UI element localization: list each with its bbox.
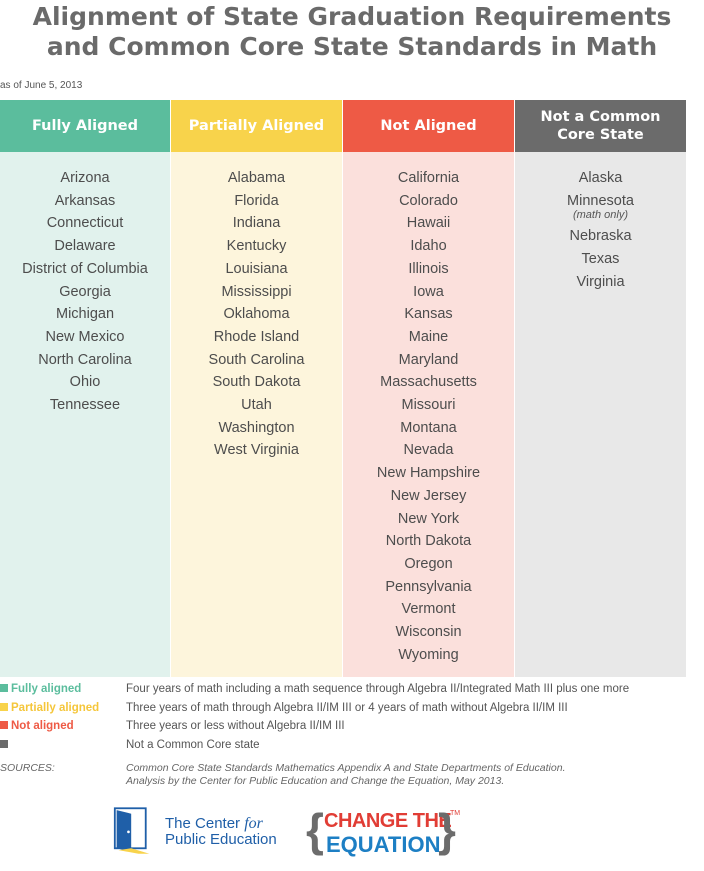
column-fully-aligned: Fully Aligned Arizona Arkansas Connecticut… bbox=[0, 100, 170, 677]
state-item: Missouri bbox=[401, 397, 456, 414]
legend-swatch bbox=[0, 684, 8, 692]
legend-swatch bbox=[0, 721, 8, 729]
state-item: Maine bbox=[408, 328, 449, 345]
state-item: Oregon bbox=[404, 555, 453, 572]
state-note: (math only) bbox=[572, 209, 629, 222]
state-item: Kansas bbox=[404, 306, 453, 323]
state-item: North Carolina bbox=[38, 351, 132, 368]
state-item: Vermont bbox=[401, 601, 456, 618]
state-list: Alabama Florida Indiana Kentucky Louisiana Mi… bbox=[171, 152, 342, 677]
legend-description: Four years of math including a math sequ… bbox=[126, 683, 630, 695]
state-item: Georgia bbox=[59, 283, 111, 300]
as-of-date: as of June 5, 2013 bbox=[0, 80, 83, 91]
state-item: Rhode Island bbox=[213, 328, 300, 345]
state-item: Delaware bbox=[54, 238, 116, 255]
state-item: Hawaii bbox=[406, 215, 451, 232]
column-not-aligned: Not Aligned California Colorado Hawaii Idah… bbox=[343, 100, 514, 677]
state-item: Arkansas bbox=[54, 192, 116, 209]
state-item: District of Columbia bbox=[22, 260, 148, 277]
state-item: Utah bbox=[241, 397, 272, 414]
state-item: Florida bbox=[234, 192, 279, 209]
state-item: Washington bbox=[218, 419, 295, 436]
column-heading: Fully Aligned bbox=[0, 100, 170, 152]
state-item: Idaho bbox=[410, 238, 447, 255]
state-list: Alaska Minnesota (math only) Nebraska Texas V… bbox=[515, 152, 686, 677]
state-item: Wisconsin bbox=[395, 624, 462, 641]
state-item: Colorado bbox=[399, 192, 458, 209]
title-line-2: and Common Core State Standards in Math bbox=[46, 32, 658, 61]
column-heading: Not a Common Core State bbox=[515, 100, 686, 152]
state-item: Nebraska bbox=[569, 228, 632, 245]
state-item: Montana bbox=[400, 419, 457, 436]
state-item: Michigan bbox=[55, 306, 115, 323]
left-brace-icon: { bbox=[306, 804, 324, 856]
state-item: Wyoming bbox=[398, 646, 459, 663]
state-item: Virginia bbox=[576, 273, 625, 290]
legend-description: Three years or less without Algebra II/I… bbox=[126, 720, 345, 732]
state-item: Pennsylvania bbox=[385, 578, 472, 595]
title-line-1: Alignment of State Graduation Requiremen… bbox=[32, 2, 672, 31]
state-item: Iowa bbox=[413, 283, 444, 300]
state-item: New Hampshire bbox=[376, 465, 481, 482]
state-item: South Dakota bbox=[212, 374, 301, 391]
state-item: Maryland bbox=[398, 351, 459, 368]
state-item: Massachusetts bbox=[380, 374, 477, 391]
state-item: Tennessee bbox=[49, 397, 121, 414]
column-heading: Partially Aligned bbox=[171, 100, 342, 152]
legend-swatch bbox=[0, 703, 8, 711]
state-item: New Jersey bbox=[390, 487, 467, 504]
column-not-common-core: Not a Common Core State Alaska Minnesota (m… bbox=[515, 100, 686, 677]
state-item: Connecticut bbox=[46, 215, 124, 232]
right-brace-icon: } bbox=[438, 804, 456, 856]
state-item: Louisiana bbox=[225, 260, 288, 277]
sources-text: Common Core State Standards Mathematics … bbox=[126, 762, 566, 787]
state-item: Nevada bbox=[403, 442, 454, 459]
state-item: Ohio bbox=[69, 374, 101, 391]
state-item: North Dakota bbox=[385, 533, 472, 550]
state-list: California Colorado Hawaii Idaho Illinois Iow… bbox=[343, 152, 514, 677]
state-item: South Carolina bbox=[208, 351, 305, 368]
cpe-logo-text: The Center for Public Education bbox=[165, 815, 277, 848]
state-item: Minnesota bbox=[567, 192, 634, 209]
state-list: Arizona Arkansas Connecticut Delaware Distri… bbox=[0, 152, 170, 677]
state-item: Arizona bbox=[60, 170, 110, 186]
state-item: New York bbox=[397, 510, 460, 527]
state-item: Alabama bbox=[227, 170, 286, 186]
legend-swatch bbox=[0, 740, 8, 748]
state-item: Mississippi bbox=[221, 283, 292, 300]
page-title: Alignment of State Graduation Requiremen… bbox=[0, 2, 704, 62]
door-icon bbox=[113, 807, 150, 854]
state-item: California bbox=[397, 170, 460, 186]
change-the-equation-logo: { CHANGE THE EQUATION } TM bbox=[306, 804, 461, 857]
state-item: Kentucky bbox=[226, 238, 287, 255]
column-partially-aligned: Partially Aligned Alabama Florida Indiana K… bbox=[171, 100, 342, 677]
state-item: New Mexico bbox=[45, 328, 125, 345]
legend-description: Not a Common Core state bbox=[126, 739, 260, 751]
state-item: Illinois bbox=[408, 260, 449, 277]
state-item: Oklahoma bbox=[223, 306, 290, 323]
sources-label: SOURCES: bbox=[0, 762, 55, 774]
state-item: West Virginia bbox=[214, 442, 299, 459]
legend-description: Three years of math through Algebra II/I… bbox=[126, 702, 568, 714]
column-heading: Not Aligned bbox=[343, 100, 514, 152]
legend: Fully aligned Four years of math includi… bbox=[0, 683, 704, 763]
state-item: Alaska bbox=[578, 170, 623, 186]
center-for-public-education-logo: The Center for Public Education bbox=[113, 806, 293, 862]
state-item: Indiana bbox=[232, 215, 281, 232]
state-item: Texas bbox=[581, 251, 620, 268]
